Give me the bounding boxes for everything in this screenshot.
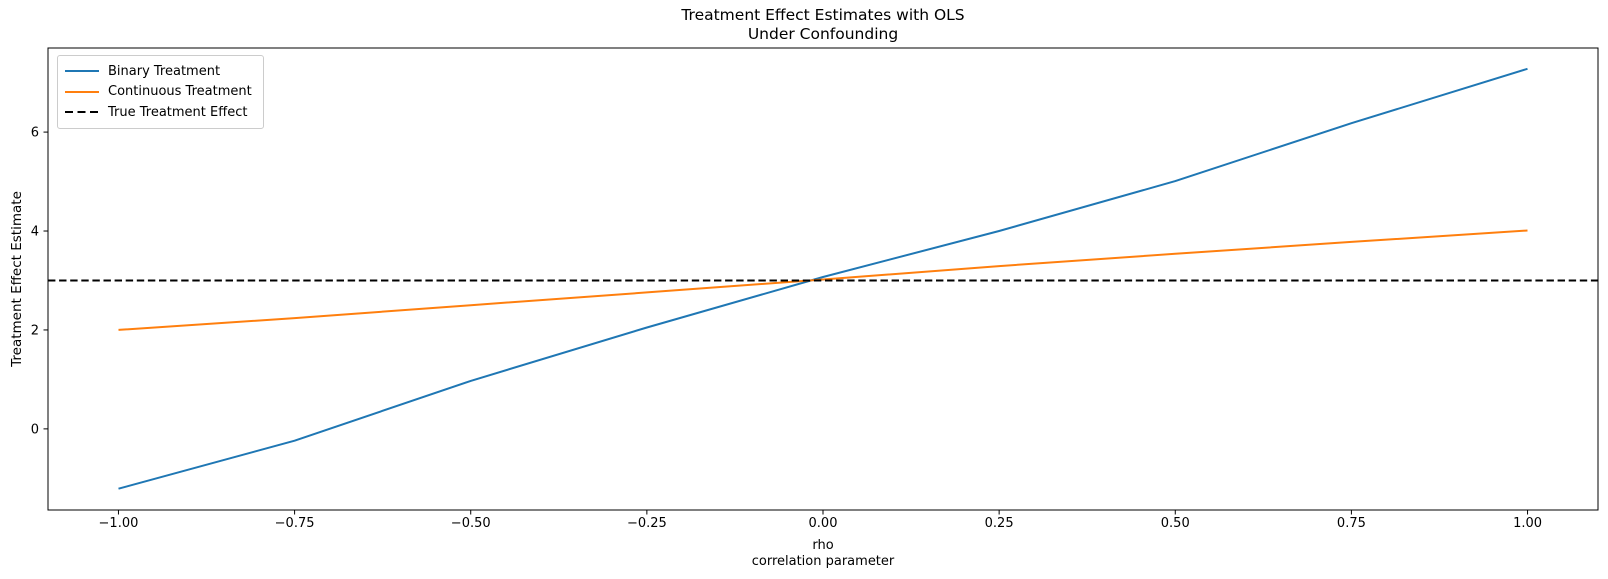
legend-item: Continuous Treatment	[65, 82, 255, 103]
x-tick-label: −1.00	[99, 516, 139, 531]
x-axis-label: rho correlation parameter	[751, 538, 895, 569]
legend: Binary Treatment Continuous Treatment True…	[57, 55, 264, 129]
x-tick-label: 0.75	[1337, 516, 1366, 531]
y-tick-label: 2	[31, 323, 39, 338]
x-tick-label: 0.00	[809, 516, 838, 531]
x-tick-label: −0.75	[275, 516, 315, 531]
legend-label: True Treatment Effect	[108, 104, 248, 120]
y-tick-label: 6	[31, 126, 39, 141]
x-tick-label: 1.00	[1513, 516, 1542, 531]
series-line-continuous-treatment	[118, 229, 1528, 331]
series-line-binary-treatment	[118, 67, 1528, 490]
legend-item: Binary Treatment	[65, 61, 255, 82]
legend-line-sample	[65, 90, 99, 93]
x-tick-label: 0.25	[985, 516, 1014, 531]
legend-line-sample	[65, 111, 99, 114]
x-tick-label: 0.50	[1161, 516, 1190, 531]
x-tick-label: −0.50	[451, 516, 491, 531]
chart-title: Treatment Effect Estimates with OLS Unde…	[681, 6, 965, 43]
legend-label: Binary Treatment	[108, 63, 221, 79]
y-tick-label: 0	[31, 422, 39, 437]
legend-item: True Treatment Effect	[65, 102, 255, 123]
legend-line-sample	[65, 70, 99, 73]
y-axis-label: Treatment Effect Estimate	[9, 191, 25, 367]
x-tick-label: −0.25	[627, 516, 667, 531]
legend-label: Continuous Treatment	[108, 84, 252, 100]
y-tick-label: 4	[31, 225, 39, 240]
